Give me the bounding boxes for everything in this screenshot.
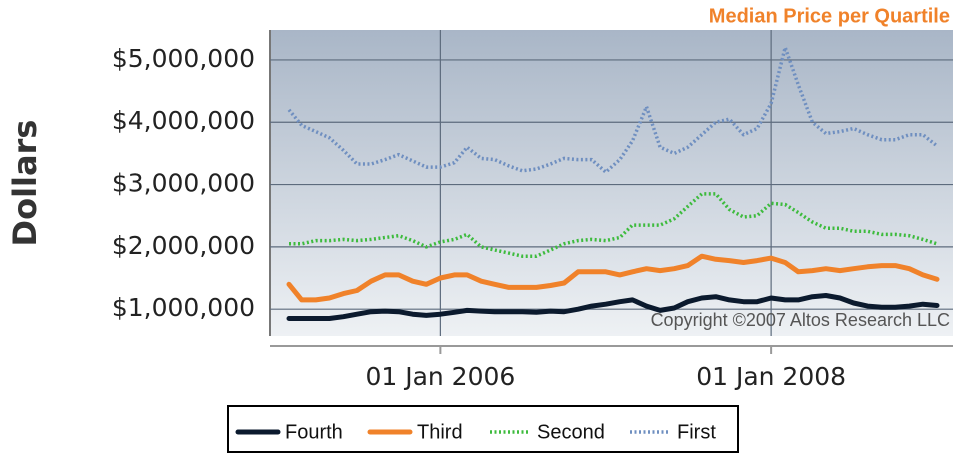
series-line: [286, 293, 940, 321]
y-tick-label: $5,000,000: [112, 44, 255, 73]
y-tick-label: $2,000,000: [112, 231, 255, 260]
chart-title: Median Price per Quartile: [709, 5, 950, 27]
legend-label: First: [677, 421, 716, 443]
y-tick-label: $4,000,000: [112, 106, 255, 135]
y-axis-title: Dollars: [6, 120, 44, 247]
plot: [270, 30, 953, 336]
legend-label: Fourth: [285, 421, 343, 443]
series-line: [289, 192, 938, 258]
copyright: Copyright ©2007 Altos Research LLC: [651, 310, 950, 330]
legend-label: Second: [537, 421, 605, 443]
x-tick-label: 01 Jan 2008: [696, 362, 846, 391]
y-tick-label: $1,000,000: [112, 293, 255, 322]
legend-label: Third: [417, 421, 463, 443]
y-tick-label: $3,000,000: [112, 169, 255, 198]
legend: [227, 405, 739, 453]
x-tick-label: 01 Jan 2006: [365, 362, 515, 391]
plot-area: [270, 30, 953, 336]
series-line: [286, 253, 940, 303]
